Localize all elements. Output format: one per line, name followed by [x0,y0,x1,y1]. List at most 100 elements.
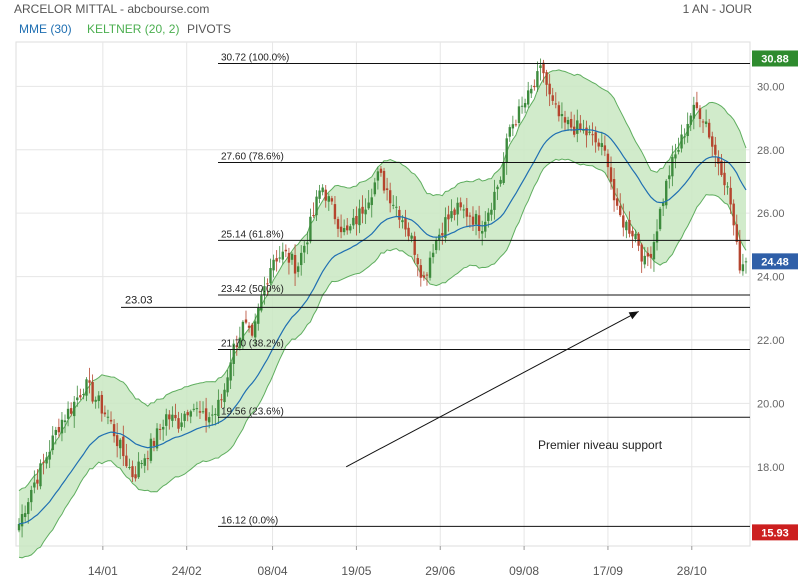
candle-body [410,235,413,239]
candle-body [63,420,67,423]
candle-body [79,395,82,398]
candle-body [395,206,398,208]
candle-body [422,275,426,278]
candle-body [51,435,54,451]
candle-body [161,426,165,430]
x-tick-label: 08/04 [258,564,288,578]
candle-body [560,114,564,117]
candle-body [732,203,735,226]
y-tick-label: 18.00 [757,462,785,474]
candle-body [152,440,156,446]
candle-body [131,466,134,478]
candle-body [281,251,284,260]
candle-body [327,196,331,202]
pivot-label: 16.12 (0.0%) [221,515,278,526]
candle-body [462,209,465,211]
candle-body [707,122,711,138]
price-badge-label: 30.88 [761,53,789,65]
candle-body [612,179,616,201]
candle-body [112,424,116,437]
legend-pivots[interactable]: PIVOTS [187,22,231,36]
candle-body [674,154,677,159]
pivot-lines: 30.72 (100.0%) 27.60 (78.6%) 25.14 (61.8%)… [121,53,750,527]
candle-body [180,422,183,427]
ema-line [18,128,747,525]
support-annotation: Premier niveau support [345,310,663,468]
candle-body [640,244,643,262]
candle-body [293,254,297,274]
price-badges: 30.88 24.48 15.93 [752,50,798,541]
candle-body [619,205,622,216]
candle-body [744,261,748,263]
support-line-label: 23.03 [125,294,153,306]
candle-body [711,136,714,147]
candle-body [204,408,208,421]
legend-keltner[interactable]: KELTNER (20, 2) [87,22,179,36]
y-tick-label: 26.00 [757,208,785,220]
candle-body [287,252,291,263]
candle-body [520,105,524,107]
candle-body [551,95,554,101]
candle-body [545,72,548,85]
candle-body [680,134,683,149]
candle-body [701,121,705,123]
candle-body [106,416,110,418]
candle-body [379,168,383,173]
keltner-lower [18,158,747,559]
candle-body [125,455,128,467]
candle-body [729,187,732,205]
candle-body [738,240,742,271]
candle-body [30,489,33,503]
candle-body [714,144,717,155]
candle-body [373,182,377,195]
candle-body [17,523,21,531]
candle-body [554,103,557,105]
x-tick-label: 09/08 [509,564,539,578]
candle-body [149,438,153,461]
candle-body [542,62,545,74]
candle-body [643,255,646,265]
candle-body [606,153,610,168]
candle-body [671,156,674,177]
candle-body [36,479,39,484]
candle-body [655,231,659,243]
candle-body [579,123,582,130]
candle-body [94,399,97,402]
candle-body [634,233,637,240]
legend: MME (30) KELTNER (20, 2) PIVOTS [19,22,231,36]
pivot-label: 21.70 (38.2%) [221,338,284,349]
candle-body [557,105,561,117]
candle-body [723,172,726,186]
candle-body [192,408,196,410]
candle-body [186,412,189,416]
candle-body [468,215,472,217]
candle-body [625,221,628,231]
candle-body [220,399,223,401]
candle-body [247,325,251,328]
candle-body [419,265,423,278]
candle-body [720,160,723,176]
candle-body [91,382,94,402]
candle-body [300,252,303,266]
candle-body [388,190,392,204]
candle-body [631,230,634,237]
candle-body [548,83,551,95]
candle-body [428,257,432,278]
candle-body [238,337,242,348]
candle-body [355,215,358,225]
candle-body [413,236,416,255]
candle-body [330,198,334,202]
candle-body [434,239,438,251]
period-label[interactable]: 1 AN - JOUR [683,2,753,16]
candle-body [257,307,260,324]
candle-body [622,215,625,228]
candle-body [137,461,140,478]
candle-body [591,134,594,136]
candle-body [358,208,361,226]
legend-ema[interactable]: MME (30) [19,22,72,36]
candle-body [235,345,238,348]
candle-body [189,411,192,417]
price-badge-label: 24.48 [761,256,789,268]
price-badge-label: 15.93 [761,527,789,539]
annotation-arrow [345,310,639,468]
